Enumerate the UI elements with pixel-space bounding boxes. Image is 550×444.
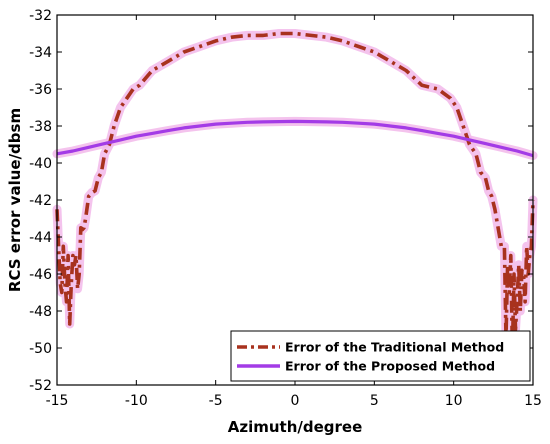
- series-line-traditional: [55, 31, 535, 354]
- legend-box: [230, 330, 531, 382]
- x-tick-label: -5: [209, 393, 223, 409]
- x-tick-label: 15: [524, 393, 542, 409]
- plot-area-frame: [56, 14, 534, 386]
- series-line-proposed: [56, 119, 534, 158]
- y-tick-label: -44: [29, 230, 52, 246]
- y-tick-label: -48: [29, 304, 52, 320]
- series-glow-traditional: [52, 29, 538, 357]
- y-tick-label: -38: [29, 119, 52, 135]
- y-tick-label: -40: [29, 156, 52, 172]
- x-tick-label: 0: [291, 393, 300, 409]
- x-axis-label: Azimuth/degree: [228, 418, 363, 436]
- y-tick-label: -32: [29, 8, 52, 24]
- y-tick-label: -52: [29, 378, 52, 394]
- y-tick-label: -42: [29, 193, 52, 209]
- x-tick-label: -10: [125, 393, 148, 409]
- x-tick-label: -15: [46, 393, 69, 409]
- x-tick-label: 5: [370, 393, 379, 409]
- series-line-layer: [55, 31, 535, 354]
- legend-label-proposed: Error of the Proposed Method: [285, 359, 495, 374]
- legend: Error of the Traditional Method Error of…: [230, 330, 531, 382]
- y-axis-label: RCS error value/dbsm: [6, 108, 24, 292]
- x-tick-label: 10: [445, 393, 463, 409]
- axis-ticks: -15 -10 -5 0 5 10 15-52-50-48-46-44-42-40-38-3…: [29, 8, 542, 409]
- legend-label-traditional: Error of the Traditional Method: [285, 340, 504, 355]
- y-tick-label: -50: [29, 341, 52, 357]
- y-tick-label: -46: [29, 267, 52, 283]
- series-glow-layer: [52, 29, 538, 357]
- y-tick-label: -34: [29, 45, 52, 61]
- y-tick-label: -36: [29, 82, 52, 98]
